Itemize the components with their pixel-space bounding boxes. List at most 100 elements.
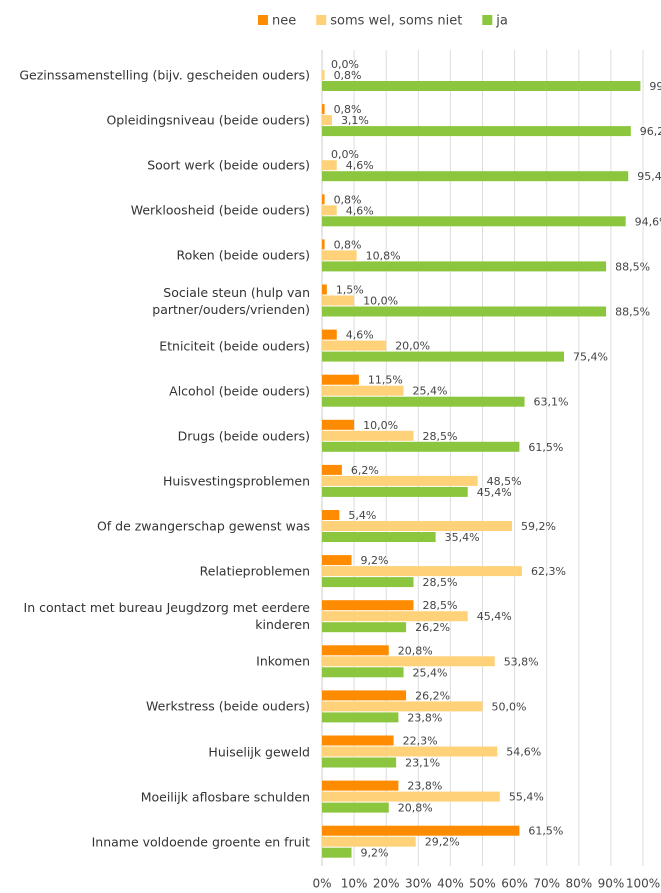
data-label: 0,0% [331, 148, 359, 161]
x-tick-label: 60% [501, 877, 528, 891]
category-label: Moeilijk aflosbare schulden [140, 789, 310, 805]
bar [322, 577, 414, 588]
data-label: 6,2% [351, 464, 379, 477]
data-label: 20,0% [395, 340, 430, 353]
data-label: 23,8% [407, 711, 442, 724]
data-label: 53,8% [504, 655, 539, 668]
category-label: Soort werk (beide ouders) [147, 157, 310, 173]
data-label: 10,8% [366, 249, 401, 262]
bar [322, 611, 468, 622]
data-label: 0,0% [331, 58, 359, 71]
data-label: 35,4% [445, 531, 480, 544]
bar [322, 441, 520, 452]
bar [322, 656, 495, 667]
legend-swatch [258, 15, 268, 25]
bar [322, 464, 342, 475]
x-tick-label: 20% [373, 877, 400, 891]
data-label: 96,2% [640, 125, 661, 138]
data-label: 61,5% [528, 825, 563, 838]
data-label: 4,6% [346, 204, 374, 217]
bar [322, 250, 357, 261]
data-label: 54,6% [506, 746, 541, 759]
data-label: 99,2% [649, 80, 661, 93]
bar [322, 735, 394, 746]
category-label: Drugs (beide ouders) [177, 428, 310, 444]
category-label: Gezinssamenstelling (bijv. gescheiden ou… [19, 67, 310, 83]
legend-swatch [482, 15, 493, 25]
bar [322, 836, 416, 847]
bar [322, 746, 498, 757]
data-label: 4,6% [346, 159, 374, 172]
category-label: Etniciteit (beide ouders) [159, 338, 310, 354]
bar [322, 374, 359, 385]
x-tick-label: 50% [469, 877, 496, 891]
category-label: Werkstress (beide ouders) [146, 698, 310, 714]
x-tick-label: 10% [341, 877, 368, 891]
data-label: 11,5% [368, 374, 403, 387]
bar [322, 385, 404, 396]
bar [322, 802, 389, 813]
bar [322, 430, 414, 441]
bar [322, 690, 407, 701]
data-label: 9,2% [361, 554, 389, 567]
bar [322, 555, 352, 566]
bar [322, 566, 522, 577]
bar [322, 780, 399, 791]
bar [322, 475, 478, 486]
category-label: Alcohol (beide ouders) [169, 383, 310, 399]
bar [322, 486, 468, 497]
data-label: 20,8% [398, 644, 433, 657]
data-label: 20,8% [398, 802, 433, 815]
x-tick-label: 0% [312, 877, 331, 891]
bar [322, 284, 327, 295]
legend-label: nee [272, 14, 296, 29]
bar [322, 351, 565, 362]
bar [322, 104, 325, 115]
bar [322, 295, 355, 306]
bar [322, 712, 399, 723]
data-label: 10,0% [363, 419, 398, 432]
x-tick-label: 70% [533, 877, 560, 891]
category-label: Inkomen [256, 653, 310, 669]
data-label: 0,8% [334, 69, 362, 82]
category-label: Relatieproblemen [199, 563, 310, 579]
legend-swatch [316, 15, 327, 25]
bar [322, 115, 332, 126]
bar [322, 81, 641, 91]
bar [322, 239, 325, 250]
category-label: Inname voldoende groente en fruit [91, 834, 310, 850]
category-label: Werkloosheid (beide ouders) [130, 202, 310, 218]
data-label: 1,5% [336, 284, 364, 297]
bar [322, 126, 631, 137]
data-label: 50,0% [492, 700, 527, 713]
data-label: 28,5% [422, 430, 457, 443]
data-label: 23,8% [407, 780, 442, 793]
bar [322, 825, 520, 836]
data-label: 4,6% [346, 329, 374, 342]
bar [322, 532, 436, 542]
bar [322, 306, 607, 317]
data-label: 25,4% [413, 385, 448, 398]
data-label: 45,4% [477, 486, 512, 499]
data-label: 55,4% [509, 791, 544, 804]
legend-label: soms wel, soms niet [330, 14, 462, 29]
bar [322, 340, 387, 351]
bar [322, 160, 337, 171]
data-label: 25,4% [413, 666, 448, 679]
x-tick-label: 80% [565, 877, 592, 891]
data-label: 75,4% [573, 351, 608, 364]
x-tick-label: 40% [437, 877, 464, 891]
bar [322, 419, 355, 430]
bar [322, 521, 513, 531]
category-label: Sociale steun (hulp van partner/ouders/v… [152, 284, 310, 317]
x-tick-label: 100% [626, 877, 660, 891]
x-tick-label: 30% [405, 877, 432, 891]
bar [322, 396, 525, 407]
bar [322, 645, 389, 656]
bar [322, 70, 325, 80]
data-label: 22,3% [403, 735, 438, 748]
bar [322, 622, 407, 633]
data-label: 0,8% [334, 103, 362, 116]
data-label: 88,5% [615, 306, 650, 319]
